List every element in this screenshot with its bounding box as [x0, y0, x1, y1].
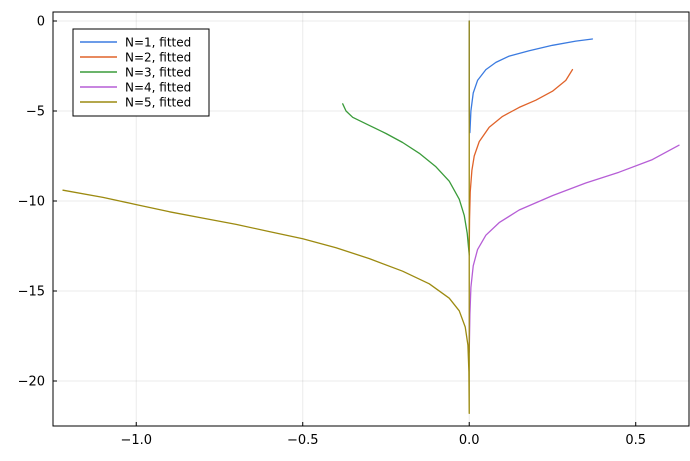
- series-line-n2: [468, 68, 574, 253]
- series-line-n5: [62, 20, 470, 415]
- legend-label: N=1, fitted: [125, 36, 191, 50]
- y-tick-label: −15: [18, 285, 45, 300]
- series-line-n4: [468, 144, 680, 353]
- x-tick-label: 0.0: [459, 433, 480, 448]
- y-tick-label: −5: [26, 105, 45, 120]
- plot-frame: [52, 11, 690, 427]
- legend-label: N=3, fitted: [125, 66, 191, 80]
- y-tick-label: 0: [37, 15, 45, 30]
- tick-layer: −1.0 −0.5 0.0 0.5 0 −5 −10 −15 −20: [18, 15, 647, 449]
- legend-label: N=2, fitted: [125, 51, 191, 65]
- y-tick-label: −10: [18, 195, 45, 210]
- series-line-n3: [342, 103, 470, 256]
- y-tick-label: −20: [18, 375, 45, 390]
- x-tick-label: −0.5: [287, 433, 319, 448]
- legend-label: N=5, fitted: [125, 96, 191, 110]
- series-layer: [62, 20, 680, 415]
- x-tick-label: −1.0: [120, 433, 152, 448]
- legend-label: N=4, fitted: [125, 81, 191, 95]
- x-tick-label: 0.5: [625, 433, 646, 448]
